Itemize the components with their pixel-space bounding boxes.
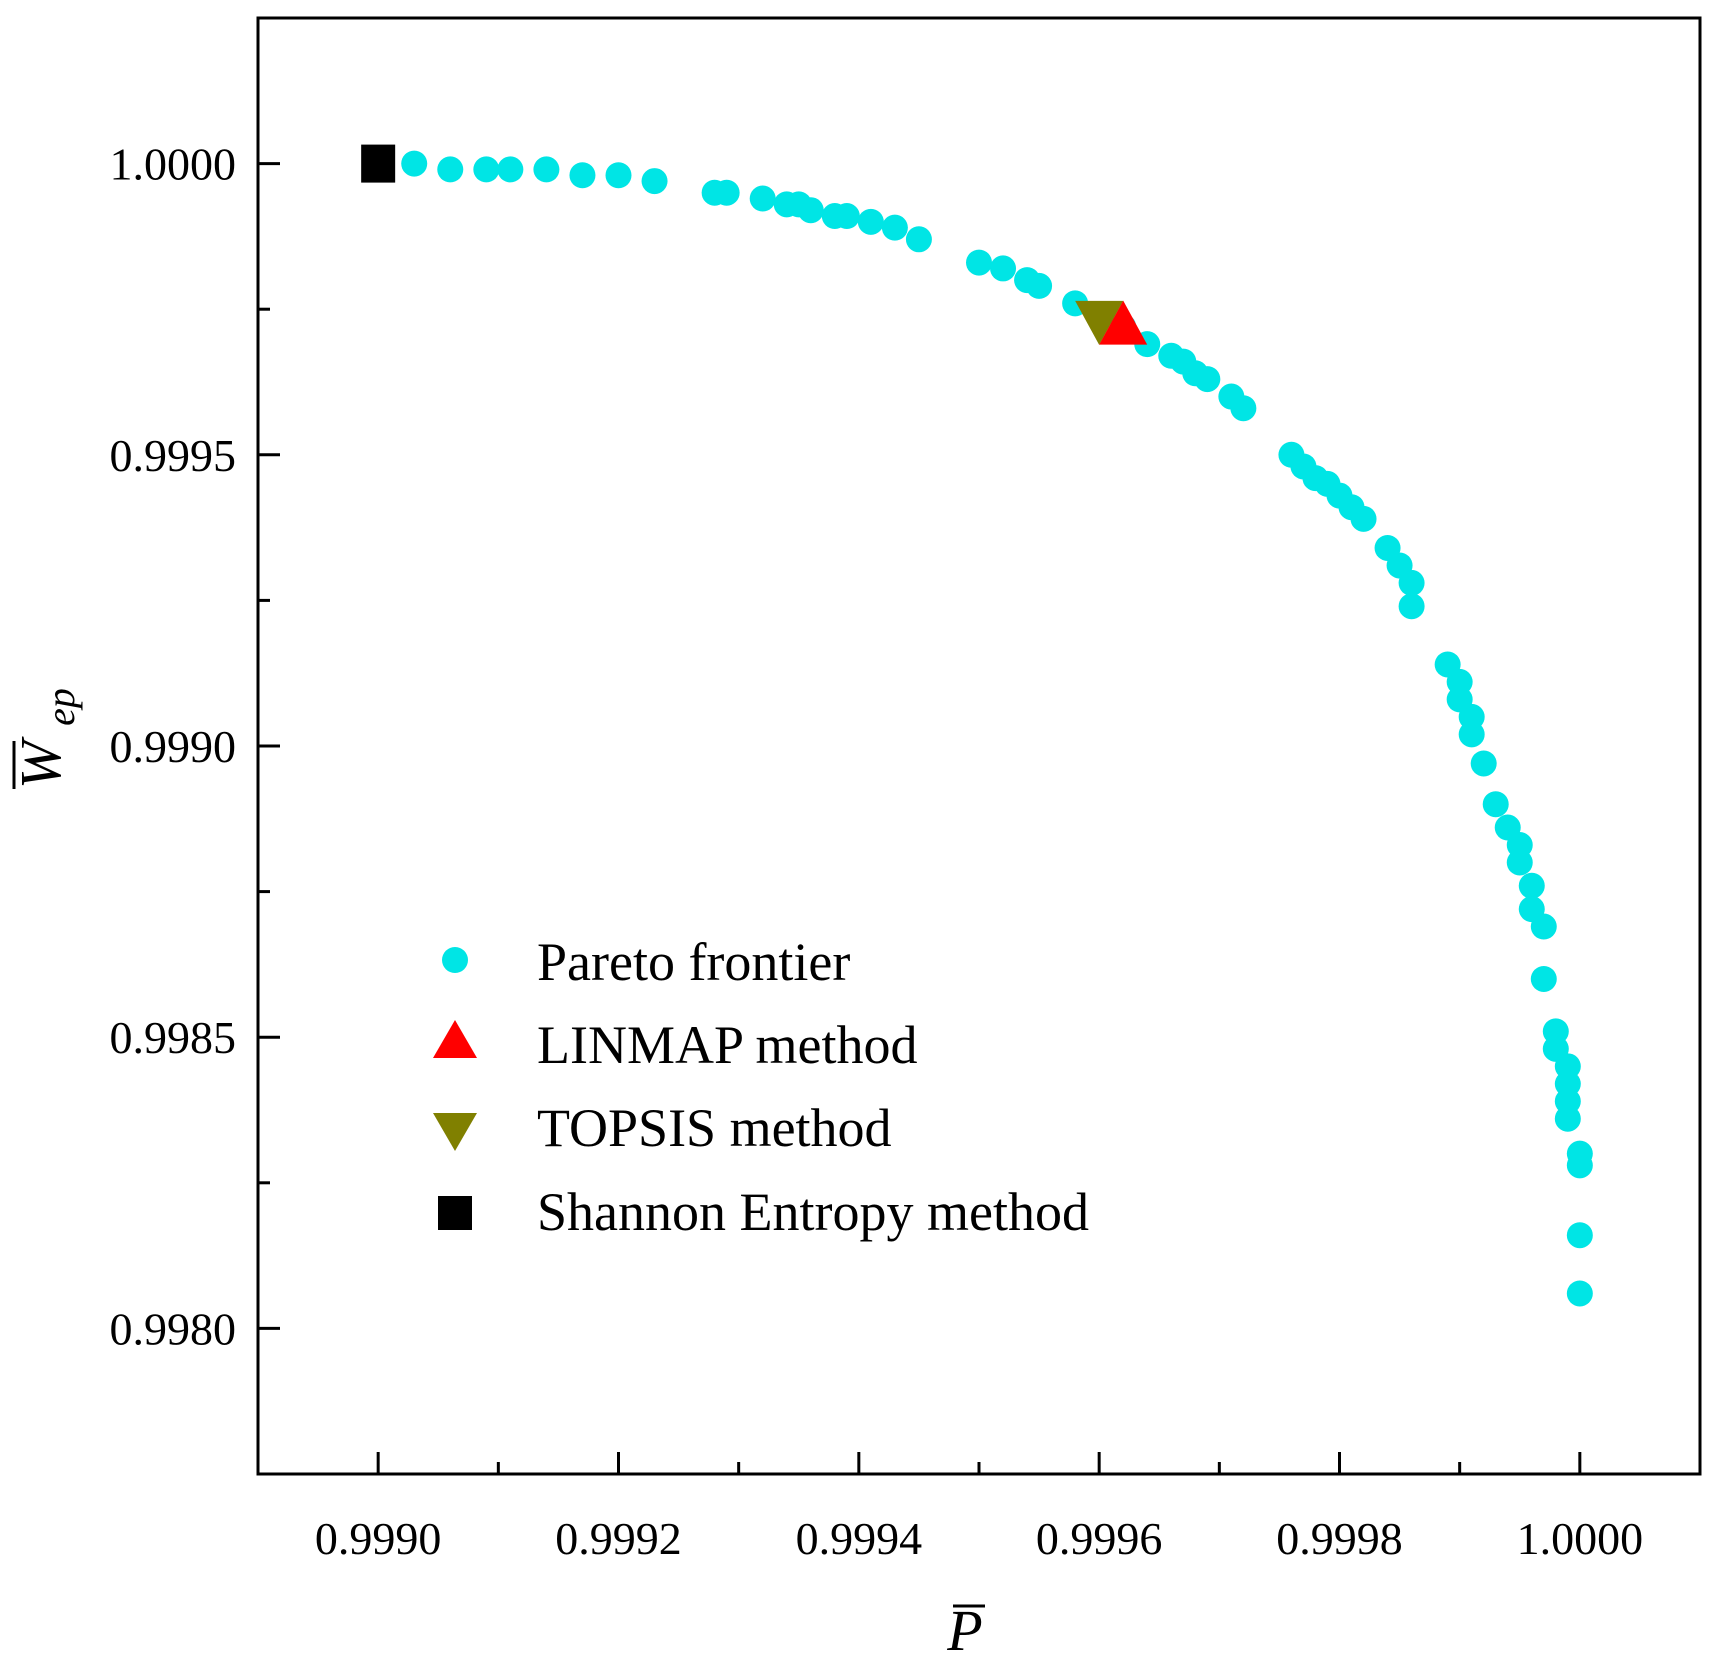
pareto-frontier-point (437, 156, 464, 183)
x-tick-label: 0.9994 (796, 1513, 923, 1564)
x-tick-label: 0.9996 (1036, 1513, 1163, 1564)
pareto-frontier-point (881, 214, 908, 241)
pareto-frontier-point (1026, 272, 1053, 299)
legend-item-linmap: LINMAP method (433, 1015, 917, 1075)
pareto-frontier-point (533, 156, 560, 183)
legend-pareto-marker (442, 947, 468, 973)
y-tick-label: 0.9990 (110, 721, 237, 772)
x-axis-title: P (946, 1598, 985, 1663)
legend-item-pareto: Pareto frontier (442, 932, 850, 992)
pareto-frontier-point (1482, 791, 1509, 818)
y-tick-label: 1.0000 (110, 139, 237, 190)
pareto-frontier-point (401, 150, 428, 177)
x-tick-label: 0.9992 (555, 1513, 682, 1564)
pareto-frontier-point (1530, 965, 1557, 992)
legend-shannon-marker (438, 1196, 472, 1230)
legend-linmap-marker (433, 1020, 477, 1058)
x-tick-label: 0.9998 (1276, 1513, 1403, 1564)
pareto-frontier-point (605, 162, 632, 189)
pareto-frontier-point (1194, 366, 1221, 393)
x-tick-label: 0.9990 (315, 1513, 442, 1564)
pareto-frontier-point (1554, 1105, 1581, 1132)
pareto-frontier-point (1470, 750, 1497, 777)
pareto-frontier-point (713, 179, 740, 206)
pareto-frontier-point (905, 226, 932, 253)
legend-item-topsis: TOPSIS method (433, 1098, 892, 1158)
y-tick-label: 0.9980 (110, 1303, 237, 1354)
pareto-frontier-point (1566, 1222, 1593, 1249)
legend-pareto-label: Pareto frontier (537, 932, 850, 992)
linmap-method-point (1099, 300, 1148, 345)
pareto-frontier-point (749, 185, 776, 212)
pareto-frontier-point (1566, 1280, 1593, 1307)
legend-linmap-label: LINMAP method (537, 1015, 917, 1075)
pareto-frontier-point (857, 208, 884, 235)
y-axis-title: W ep (8, 688, 83, 789)
x-tick-label: 1.0000 (1517, 1513, 1644, 1564)
pareto-frontier-point (1398, 593, 1425, 620)
x-axis-title-text: P (946, 1598, 982, 1663)
pareto-frontier-point (641, 168, 668, 195)
y-axis-title-subscript: ep (38, 688, 83, 726)
y-axis-tick-labels: 0.9980 0.9985 0.9990 0.9995 1.0000 (110, 139, 237, 1355)
legend-topsis-marker (433, 1113, 477, 1151)
pareto-frontier-point (966, 249, 992, 276)
legend-topsis-label: TOPSIS method (537, 1098, 892, 1158)
plot-area-frame (256, 16, 1702, 1476)
pareto-frontier-point (569, 162, 596, 189)
pareto-frontier-point (1518, 872, 1545, 899)
legend-item-shannon: Shannon Entropy method (438, 1182, 1089, 1242)
legend-shannon-label: Shannon Entropy method (537, 1182, 1089, 1242)
pareto-frontier-point (1530, 913, 1557, 940)
x-axis-tick-labels: 0.9990 0.9992 0.9994 0.9996 0.9998 1.0000 (315, 1513, 1643, 1564)
pareto-frontier-point (473, 156, 500, 183)
data-points (361, 144, 1593, 1307)
y-tick-label: 0.9995 (110, 430, 237, 481)
pareto-frontier-point (797, 197, 824, 224)
y-axis-title-text: W (8, 736, 73, 789)
y-tick-label: 0.9985 (110, 1012, 237, 1063)
pareto-frontier-point (1230, 395, 1257, 422)
tick-marks (258, 162, 1582, 1474)
pareto-frontier-point (1506, 849, 1533, 876)
pareto-frontier-point (990, 255, 1017, 282)
topsis-method-point (1075, 300, 1124, 345)
pareto-frontier-point (1566, 1152, 1593, 1179)
pareto-frontier-point (1398, 569, 1425, 596)
legend: Pareto frontier LINMAP method TOPSIS met… (433, 932, 1089, 1242)
pareto-frontier-point (1350, 505, 1377, 532)
pareto-frontier-point (833, 203, 860, 230)
pareto-frontier-point (1458, 721, 1485, 748)
pareto-frontier-point (497, 156, 524, 183)
shannon-entropy-method-point (361, 144, 396, 183)
